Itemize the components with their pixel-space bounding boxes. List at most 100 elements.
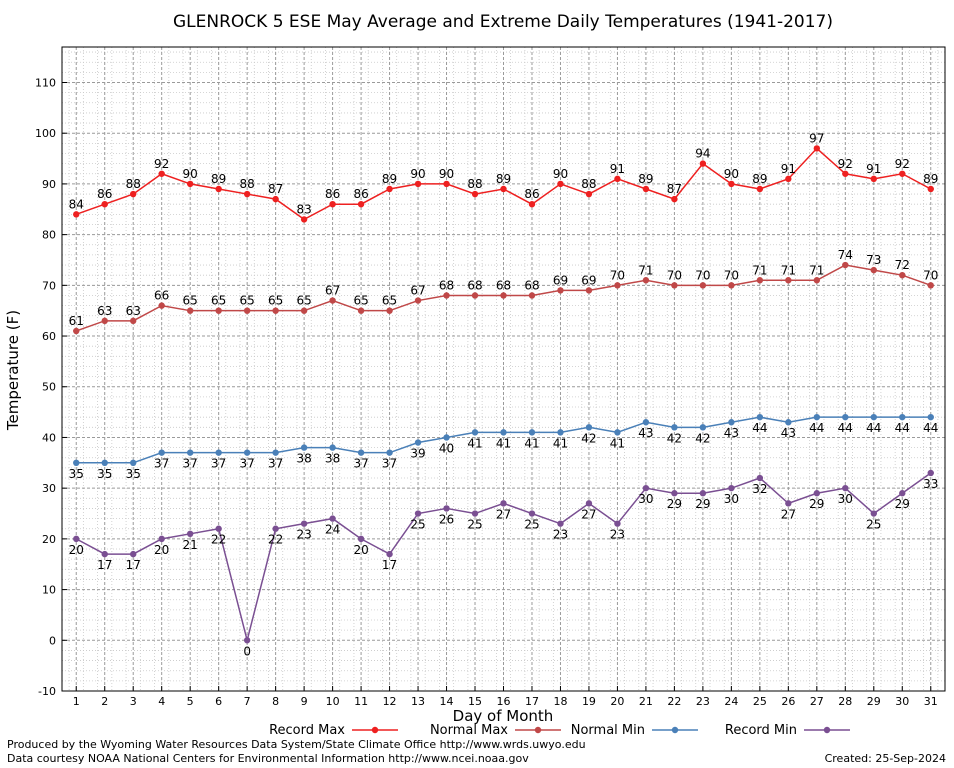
x-tick-label: 12 — [383, 695, 397, 708]
y-tick-label: 100 — [35, 127, 56, 140]
data-label: 65 — [211, 294, 226, 308]
data-label: 44 — [923, 421, 938, 435]
data-point — [699, 160, 707, 167]
data-label: 90 — [410, 167, 425, 181]
data-point — [614, 282, 621, 289]
data-label: 87 — [667, 182, 682, 196]
data-point — [500, 429, 507, 436]
data-point — [130, 459, 137, 467]
series-record-min: 20 17 17 20 21 22 0 22 23 24 20 17 25 26 25 27 25 23 27 23 3… — [69, 469, 938, 658]
data-point — [357, 307, 365, 314]
y-tick-label: 60 — [42, 330, 56, 343]
data-point — [443, 292, 450, 299]
data-label: 84 — [69, 197, 84, 211]
data-label: 29 — [809, 497, 824, 511]
x-tick-label: 26 — [781, 695, 795, 708]
data-label: 94 — [695, 147, 710, 161]
data-point — [642, 277, 650, 284]
data-point — [899, 413, 906, 421]
x-tick-label: 31 — [924, 695, 938, 708]
y-tick-label: 80 — [42, 229, 56, 242]
data-point — [899, 490, 906, 497]
data-label: 69 — [553, 273, 568, 287]
data-label: 0 — [243, 644, 251, 658]
data-label: 63 — [126, 304, 141, 318]
data-label: 86 — [325, 187, 340, 201]
data-label: 70 — [667, 268, 682, 282]
data-point — [414, 439, 422, 446]
data-label: 42 — [667, 431, 682, 445]
data-label: 88 — [126, 177, 141, 191]
data-label: 37 — [240, 457, 255, 471]
x-tick-label: 23 — [696, 695, 710, 708]
data-label: 24 — [325, 523, 340, 537]
data-label: 37 — [154, 457, 169, 471]
data-point — [272, 195, 279, 203]
data-point — [471, 190, 479, 198]
data-label: 83 — [296, 202, 311, 216]
series-normal-max: 61 63 63 66 65 65 65 65 65 67 65 65 67 68 68 68 68 69 69 70… — [69, 248, 938, 335]
data-point — [870, 175, 877, 183]
data-point — [471, 510, 479, 517]
data-label: 70 — [923, 268, 938, 282]
y-tick-label: 90 — [42, 178, 56, 191]
data-point — [73, 535, 80, 543]
data-label: 71 — [752, 263, 767, 277]
data-label: 68 — [439, 278, 454, 292]
data-label: 89 — [382, 172, 397, 186]
data-label: 20 — [154, 543, 169, 557]
data-point — [585, 190, 593, 198]
data-point — [386, 307, 393, 314]
data-point — [642, 419, 650, 426]
data-label: 35 — [69, 467, 84, 481]
data-label: 27 — [496, 507, 511, 521]
data-point — [500, 500, 507, 507]
data-label: 43 — [638, 426, 653, 440]
legend-entry: Record Min — [725, 723, 850, 738]
x-tick-label: 24 — [724, 695, 738, 708]
data-point — [101, 550, 108, 558]
x-tick-label: 27 — [810, 695, 824, 708]
data-point — [243, 449, 251, 456]
data-point — [357, 535, 365, 543]
data-label: 17 — [126, 558, 141, 572]
data-point — [386, 185, 393, 193]
data-point — [585, 424, 593, 431]
data-point — [414, 510, 422, 517]
data-point — [272, 449, 279, 456]
data-label: 37 — [382, 457, 397, 471]
data-label: 89 — [496, 172, 511, 186]
data-point — [699, 424, 707, 431]
data-point — [329, 444, 336, 451]
data-point — [215, 449, 222, 456]
data-label: 92 — [154, 157, 169, 171]
data-point — [785, 500, 792, 507]
data-label: 41 — [524, 436, 539, 450]
data-label: 42 — [695, 431, 710, 445]
data-point — [671, 195, 678, 203]
data-label: 43 — [724, 426, 739, 440]
data-point — [813, 277, 821, 284]
data-point — [130, 550, 137, 558]
data-point — [272, 307, 279, 314]
data-point — [728, 419, 735, 426]
data-point — [557, 429, 564, 436]
data-point — [557, 180, 564, 188]
y-tick-label: 20 — [42, 533, 56, 546]
data-point — [443, 505, 450, 512]
data-label: 25 — [866, 518, 881, 532]
y-tick-label: 0 — [49, 634, 56, 647]
data-point — [158, 302, 165, 309]
data-point — [927, 469, 934, 477]
data-point — [158, 449, 165, 456]
data-label: 89 — [923, 172, 938, 186]
data-label: 65 — [296, 294, 311, 308]
footer-produced-by: Produced by the Wyoming Water Resources … — [7, 738, 586, 751]
data-label: 37 — [183, 457, 198, 471]
data-point — [73, 327, 80, 335]
data-label: 41 — [610, 436, 625, 450]
data-label: 29 — [895, 497, 910, 511]
data-label: 71 — [781, 263, 796, 277]
legend-label: Normal Max — [430, 723, 508, 738]
